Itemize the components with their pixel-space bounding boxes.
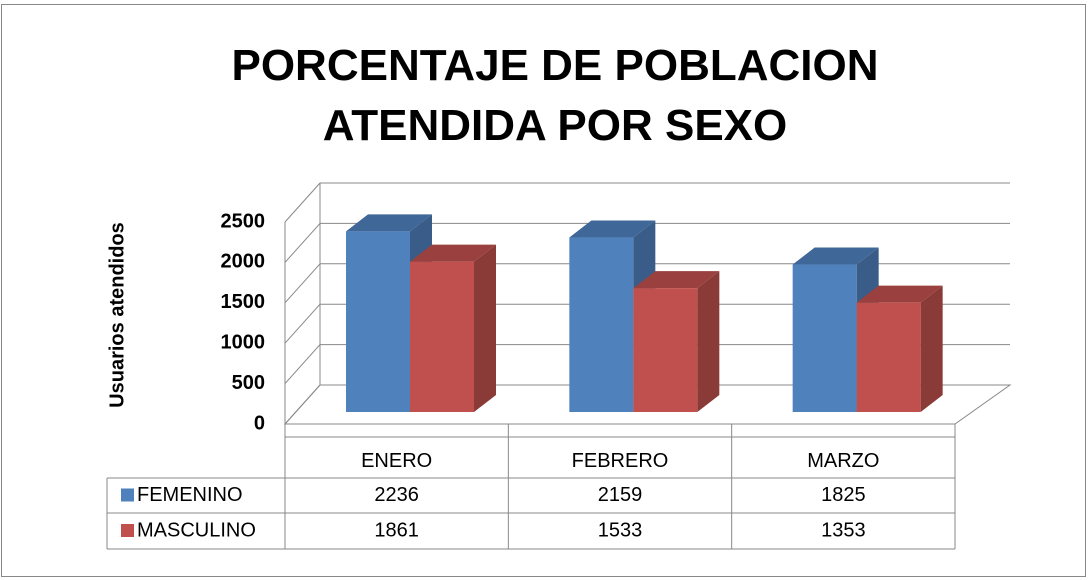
y-tick-label: 2500 [221, 210, 266, 232]
grid-line [284, 263, 321, 304]
grid-line [284, 384, 321, 425]
x-tick-label: FEBRERO [572, 450, 669, 472]
bar [856, 302, 921, 412]
chart-title: PORCENTAJE DE POBLACION ATENDIDA POR SEX… [231, 41, 879, 150]
bar-side [697, 271, 720, 412]
x-tick-label: MARZO [807, 450, 879, 472]
legend-label: FEMENINO [137, 484, 243, 506]
y-tick-label: 1500 [221, 291, 266, 313]
bar [633, 288, 698, 412]
bar [410, 261, 474, 412]
y-tick-label: 0 [254, 412, 265, 434]
bar [569, 237, 634, 412]
grid-line [284, 182, 321, 223]
bar [346, 231, 410, 412]
legend-swatch [121, 488, 134, 502]
bar-side [920, 285, 943, 412]
bar-top [346, 214, 432, 232]
y-tick-label: 1000 [221, 331, 266, 353]
bar-top [410, 244, 496, 262]
grid-line [284, 223, 321, 263]
x-tick-label: ENERO [361, 450, 432, 472]
bar [792, 264, 857, 412]
table-value: 1533 [598, 519, 643, 541]
legend-swatch [121, 524, 134, 537]
table-value: 2159 [598, 484, 643, 506]
bar-side [474, 244, 496, 412]
y-tick-label: 2000 [221, 251, 266, 273]
table-value: 2236 [374, 484, 419, 506]
table-value: 1353 [821, 519, 866, 541]
y-axis-label: Usuarios atendidos [106, 222, 128, 408]
legend-label: MASCULINO [137, 519, 256, 541]
bar-top [856, 285, 943, 303]
table-value: 1861 [374, 519, 419, 541]
grid-line [284, 344, 321, 384]
y-tick-label: 500 [232, 372, 265, 394]
bar-top [792, 247, 879, 265]
grid-line [284, 303, 321, 344]
table-value: 1825 [821, 484, 866, 506]
bar-top [569, 220, 656, 238]
bar-top [633, 271, 720, 289]
